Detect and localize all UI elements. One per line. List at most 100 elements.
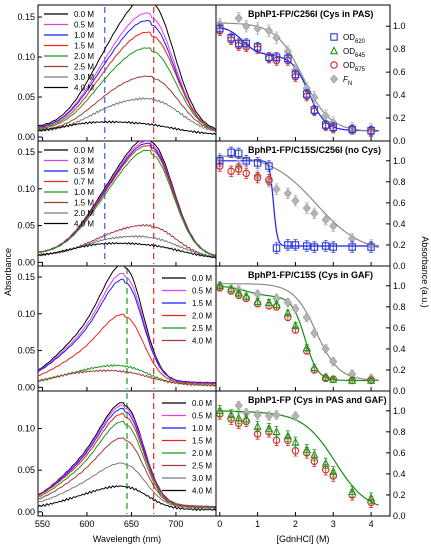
data-point-square (329, 243, 338, 251)
legend-label: 4.0 M (192, 337, 212, 346)
data-point-triangle (283, 308, 292, 317)
data-point-diamond (283, 297, 292, 308)
data-point-diamond (321, 215, 330, 225)
data-point-triangle (264, 423, 274, 432)
data-point-square (272, 53, 281, 61)
right-x-axis-label: [GdnHCl] (M) (276, 534, 329, 544)
legend-label: 0.0 M (74, 10, 94, 19)
data-point-diamond (291, 196, 300, 206)
data-point-square (242, 39, 251, 48)
legend-label: OD675 (343, 61, 366, 73)
y-tick-label: 0.6 (393, 67, 406, 77)
data-point-square (272, 244, 281, 252)
y-tick-label: 0.8 (393, 427, 406, 437)
data-point-diamond (272, 184, 281, 194)
legend-label: 1.0 M (192, 424, 212, 433)
unfolding-1: 0.0 0.2 0.4 0.6 0.8 1.0 BphP1-FP/C256I (Cys in… (215, 4, 406, 146)
data-point-square (303, 90, 311, 98)
spectrum-line (38, 12, 216, 131)
spectrum-line (38, 462, 216, 510)
y-tick-label: 0.4 (393, 219, 406, 229)
y-tick-label: 0.15 (17, 12, 35, 22)
spectrum-line (38, 31, 216, 130)
data-point-triangle (291, 437, 300, 446)
data-point-diamond (234, 13, 243, 23)
data-point-triangle (310, 362, 319, 372)
data-point-square (227, 33, 235, 42)
data-point-square (310, 106, 319, 114)
legend-label: 2.5 M (74, 63, 94, 72)
legend-label: 1.5 M (192, 299, 212, 308)
x-tick-label: 4 (369, 519, 374, 529)
data-point-triangle (329, 46, 339, 55)
y-tick-label: 0.8 (393, 302, 406, 312)
data-point-square (367, 243, 375, 251)
data-point-circle (330, 61, 338, 69)
legend-label: 0.5 M (192, 412, 212, 421)
legend-label: 1.5 M (192, 437, 212, 446)
legend-label: 0.5 M (74, 167, 94, 176)
legend-label: 2.0 M (74, 52, 94, 61)
data-point-square (234, 149, 243, 158)
data-point-square (253, 159, 262, 167)
data-point-triangle (234, 413, 243, 422)
legend-label: 0.3 M (74, 157, 94, 166)
spectra-4: 0.00 0.05 0.10 550 600 650 700 0.0 M 0.5 M 1.0 M 1… (17, 390, 217, 529)
legend-label: 1.5 M (74, 199, 94, 208)
legend-label: 2.5 M (192, 324, 212, 333)
y-tick-label: 0.0 (393, 511, 406, 521)
data-point-triangle (272, 426, 281, 436)
panel-title: BphP1-FP/C15S (Cys in GAF) (248, 270, 373, 280)
y-tick-label: 0.6 (393, 323, 406, 333)
data-point-triangle (253, 421, 262, 430)
y-tick-label: 0.8 (393, 44, 406, 54)
panel-frame (215, 265, 391, 392)
y-tick-label: 0.2 (393, 240, 406, 250)
y-tick-label: 1.0 (393, 281, 406, 291)
panel-frame (215, 4, 391, 142)
data-point-circle (253, 173, 262, 182)
left-y-axis-label: Absorbance (3, 248, 13, 296)
data-point-triangle (321, 458, 330, 467)
data-point-triangle (302, 444, 311, 453)
data-point-diamond (302, 203, 311, 213)
data-point-square (265, 53, 273, 61)
y-tick-label: 0.10 (17, 184, 35, 194)
data-point-square (291, 241, 300, 249)
data-point-triangle (234, 288, 243, 297)
y-tick-label: 0.6 (393, 198, 406, 208)
data-point-diamond (272, 33, 281, 43)
legend-label: 0.5 M (74, 21, 94, 30)
data-point-circle (242, 169, 251, 178)
y-tick-label: 0.10 (17, 424, 35, 434)
y-tick-label: 0.4 (393, 90, 406, 100)
data-point-circle (234, 165, 243, 173)
legend-label: 0.0 M (74, 146, 94, 155)
data-point-diamond (310, 208, 319, 219)
data-point-triangle (272, 299, 281, 308)
y-tick-label: 0.0 (393, 386, 406, 396)
y-tick-label: 0.10 (17, 52, 35, 62)
data-point-triangle (291, 320, 300, 330)
data-point-diamond (310, 328, 319, 338)
data-point-circle (227, 167, 235, 176)
y-tick-label: 0.00 (17, 507, 35, 517)
fit-curve (219, 160, 379, 247)
x-tick-label: 650 (124, 519, 139, 529)
data-point-diamond (283, 188, 292, 199)
y-tick-label: 1.0 (393, 156, 406, 166)
data-point-triangle (227, 284, 236, 293)
data-point-square (348, 125, 356, 134)
spectrum-line (38, 485, 216, 512)
spectrum-line (38, 144, 216, 256)
y-tick-label: 0.15 (17, 147, 35, 157)
legend-label: 3.0 M (192, 474, 212, 483)
legend-label: 2.0 M (192, 312, 212, 321)
y-tick-label: 0.4 (393, 344, 406, 354)
spectrum-line (38, 149, 216, 256)
data-point-square (284, 54, 292, 63)
data-point-diamond (264, 411, 274, 421)
legend-label: OD645 (343, 47, 366, 59)
data-point-diamond (302, 312, 311, 323)
